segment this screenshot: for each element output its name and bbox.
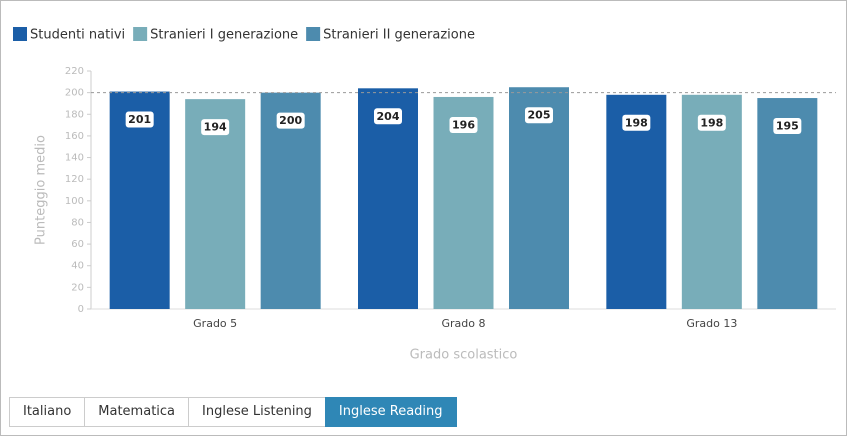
value-label-box — [125, 111, 154, 128]
value-label-box — [374, 108, 402, 125]
value-label: 195 — [776, 120, 799, 133]
x-axis-title: Grado scolastico — [410, 348, 518, 363]
bar — [358, 88, 418, 310]
y-tick-label: 20 — [71, 282, 84, 293]
value-label: 204 — [377, 110, 400, 123]
y-tick-label: 100 — [65, 196, 84, 207]
legend-swatch — [13, 27, 27, 41]
y-tick-label: 80 — [71, 217, 84, 228]
y-tick-label: 0 — [78, 304, 84, 315]
legend-swatch — [306, 27, 321, 41]
x-tick-label: Grado 8 — [442, 317, 486, 330]
value-label: 194 — [204, 121, 227, 134]
value-label: 196 — [452, 118, 475, 131]
chart: Studenti nativi Stranieri I generazione St… — [13, 27, 836, 363]
value-label: 205 — [528, 109, 551, 122]
y-tick-label: 40 — [71, 261, 84, 272]
value-label-box — [276, 112, 305, 129]
tab[interactable]: Matematica — [84, 397, 190, 427]
value-label: 200 — [279, 114, 302, 127]
tab[interactable]: Inglese Listening — [188, 397, 326, 427]
value-label-box — [201, 119, 230, 136]
tab[interactable]: Italiano — [9, 397, 86, 427]
value-label-box — [697, 114, 726, 131]
legend-label: Stranieri II generazione — [323, 28, 475, 43]
y-tick-label: 180 — [65, 109, 84, 120]
y-tick-label: 200 — [65, 88, 84, 99]
bar — [509, 87, 569, 310]
x-tick-label: Grado 13 — [686, 317, 737, 330]
value-label: 198 — [700, 116, 723, 129]
x-tick-label: Grado 5 — [193, 317, 237, 330]
y-tick-label: 140 — [65, 153, 84, 164]
value-label-box — [622, 114, 651, 131]
value-label: 198 — [625, 116, 648, 129]
value-label-box — [773, 118, 802, 135]
legend-label: Stranieri I generazione — [150, 28, 298, 43]
tab[interactable]: Inglese Reading — [324, 397, 457, 427]
value-label-box — [449, 116, 478, 133]
value-label-box — [525, 107, 553, 124]
tab-bar: Italiano Matematica Inglese Listening Ingle… — [9, 397, 457, 427]
y-tick-label: 220 — [65, 66, 84, 77]
y-tick-label: 60 — [71, 239, 84, 250]
bar — [260, 92, 321, 310]
value-label: 201 — [128, 113, 151, 126]
bar — [109, 91, 170, 310]
legend-label: Studenti nativi — [30, 28, 125, 43]
y-tick-label: 120 — [65, 174, 84, 185]
legend-swatch — [133, 27, 148, 41]
y-axis-title: Punteggio medio — [34, 135, 49, 245]
y-tick-label: 160 — [65, 131, 84, 142]
